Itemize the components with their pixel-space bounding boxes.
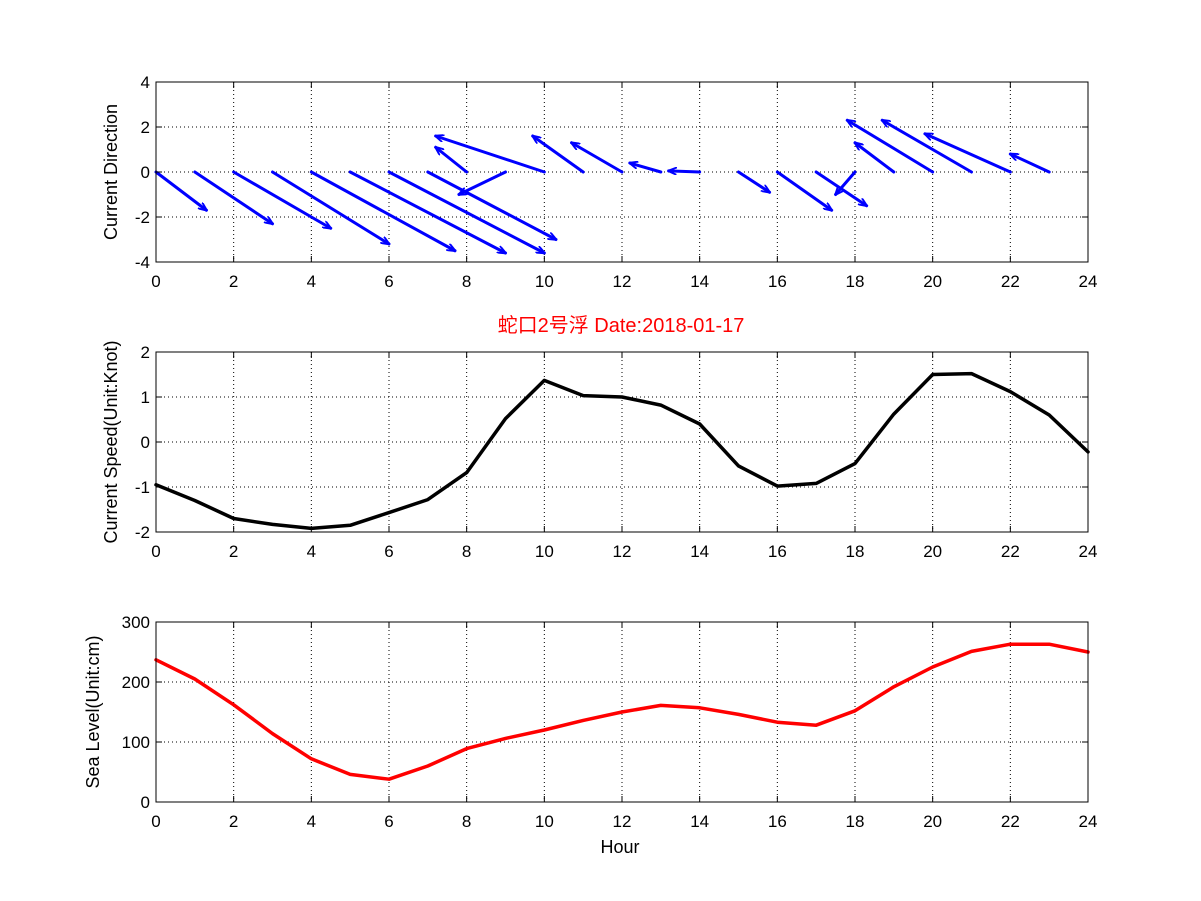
panel-3-x-ticks: 0 2 4 6 8 10 12 14 16 18 20 22 24	[151, 622, 1097, 831]
panel-2-x-ticks: 0 2 4 6 8 10 12 14 16 18 20 22 24	[151, 352, 1097, 561]
current-vector-arrow	[572, 143, 624, 174]
x-tick-label: 0	[151, 542, 160, 561]
panel-1-y-axis-label: Current Direction	[101, 104, 121, 240]
x-tick-label: 2	[229, 812, 238, 831]
x-tick-label: 14	[690, 812, 709, 831]
x-tick-label: 22	[1001, 812, 1020, 831]
x-tick-label: 10	[535, 272, 554, 291]
x-tick-label: 12	[613, 812, 632, 831]
current-vector-arrow	[348, 170, 505, 255]
current-vector-arrow	[387, 170, 544, 255]
x-tick-label: 6	[384, 542, 393, 561]
x-tick-label: 4	[307, 272, 316, 291]
y-tick-label: 100	[122, 733, 150, 752]
panel-3-x-axis-label: Hour	[600, 837, 639, 857]
current-vector-arrow	[193, 170, 273, 224]
current-vector-arrow	[847, 120, 935, 174]
panel-1-y-ticks: 4 2 0 -2 -4	[135, 73, 1088, 272]
y-tick-label: 200	[122, 673, 150, 692]
current-vector-arrow	[1010, 152, 1051, 174]
sea-level-line	[154, 642, 1090, 781]
x-tick-label: 16	[768, 812, 787, 831]
current-vector-arrow	[426, 170, 556, 241]
y-tick-label: 0	[141, 793, 150, 812]
x-tick-label: 6	[384, 812, 393, 831]
x-tick-label: 2	[229, 272, 238, 291]
y-tick-label: -1	[135, 478, 150, 497]
x-tick-label: 8	[462, 272, 471, 291]
current-vector-arrow	[836, 170, 857, 195]
current-vector-arrow	[459, 170, 507, 196]
y-tick-label: 0	[141, 163, 150, 182]
current-vector-arrow	[232, 170, 331, 228]
x-tick-label: 16	[768, 542, 787, 561]
current-vector-arrow	[630, 163, 663, 174]
x-tick-label: 0	[151, 812, 160, 831]
y-tick-label: 4	[141, 73, 150, 92]
panel-2-y-ticks: 2 1 0 -1 -2	[135, 343, 1088, 542]
x-tick-label: 12	[613, 272, 632, 291]
x-tick-label: 8	[462, 812, 471, 831]
panel-3-y-axis-label: Sea Level(Unit:cm)	[83, 635, 103, 788]
current-vector-arrow	[882, 120, 973, 174]
x-tick-label: 4	[307, 812, 316, 831]
y-tick-label: 0	[141, 433, 150, 452]
x-tick-label: 12	[613, 542, 632, 561]
x-tick-label: 18	[846, 812, 865, 831]
x-tick-label: 22	[1001, 272, 1020, 291]
x-tick-label: 8	[462, 542, 471, 561]
y-tick-label: 300	[122, 613, 150, 632]
x-tick-label: 24	[1079, 272, 1098, 291]
current-vector-arrow	[775, 170, 831, 210]
x-tick-label: 0	[151, 272, 160, 291]
y-tick-label: -2	[135, 523, 150, 542]
x-tick-label: 14	[690, 272, 709, 291]
x-tick-label: 4	[307, 542, 316, 561]
panel-1-x-ticks: 0 2 4 6 8 10 12 14 16 18 20 22 24	[151, 82, 1097, 291]
current-vector-arrow	[533, 136, 585, 174]
panel-3-grid	[156, 622, 1088, 802]
current-vector-arrow	[855, 143, 896, 174]
figure-title: 蛇口2号浮 Date:2018-01-17	[498, 314, 745, 337]
y-tick-label: 2	[141, 343, 150, 362]
x-tick-label: 20	[923, 272, 942, 291]
x-tick-label: 24	[1079, 542, 1098, 561]
x-tick-label: 16	[768, 272, 787, 291]
x-tick-label: 18	[846, 542, 865, 561]
current-vector-arrow	[737, 170, 770, 192]
current-vector-arrow	[154, 170, 206, 210]
current-vector-arrow	[436, 147, 469, 174]
panel-2-y-axis-label: Current Speed(Unit:Knot)	[101, 340, 121, 543]
x-tick-label: 22	[1001, 542, 1020, 561]
y-tick-label: -2	[135, 208, 150, 227]
panel-current-speed: 0 2 4 6 8 10 12 14 16 18 20 22 24 210-1-2 Current Sp…	[101, 340, 1097, 561]
x-tick-label: 24	[1079, 812, 1098, 831]
panel-3-y-ticks: 300 200 100 0	[122, 613, 1088, 812]
x-tick-label: 14	[690, 542, 709, 561]
panel-1-arrows	[154, 120, 1051, 255]
x-tick-label: 2	[229, 542, 238, 561]
current-vector-arrow	[271, 170, 390, 244]
y-tick-label: 2	[141, 118, 150, 137]
x-tick-label: 10	[535, 812, 554, 831]
x-tick-label: 18	[846, 272, 865, 291]
current-vector-arrow	[667, 171, 702, 172]
y-tick-label: 1	[141, 388, 150, 407]
y-tick-label: -4	[135, 253, 150, 272]
x-tick-label: 20	[923, 542, 942, 561]
panel-3-line	[154, 642, 1090, 781]
x-tick-label: 20	[923, 812, 942, 831]
current-vector-arrow	[309, 170, 455, 251]
current-vector-arrow	[925, 132, 1012, 174]
current-vector-arrow	[436, 136, 546, 174]
x-tick-label: 6	[384, 272, 393, 291]
panel-2-grid	[156, 352, 1088, 532]
x-tick-label: 10	[535, 542, 554, 561]
panel-current-direction: 0 2 4 6 8 10 12 14 16 18 20 22 24 420-2-4 Current Di…	[101, 73, 1097, 291]
